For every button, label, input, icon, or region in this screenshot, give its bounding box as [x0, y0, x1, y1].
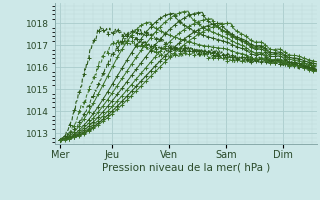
X-axis label: Pression niveau de la mer( hPa ): Pression niveau de la mer( hPa )	[102, 163, 270, 173]
